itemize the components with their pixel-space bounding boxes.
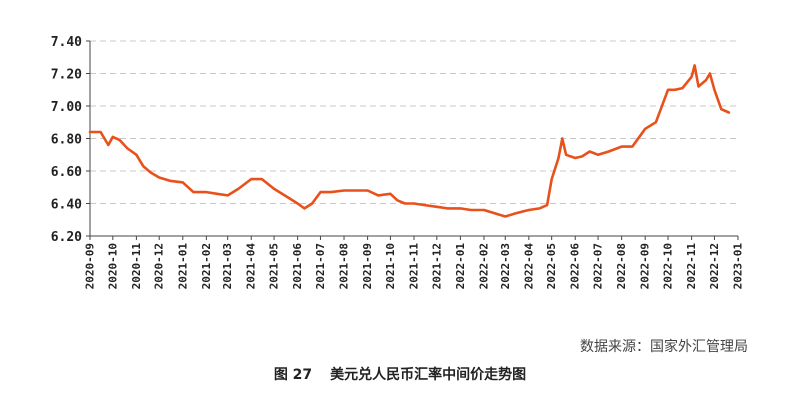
x-tick-label: 2020-10 <box>106 243 119 289</box>
x-tick-label: 2021-10 <box>384 243 397 289</box>
x-tick-label: 2022-12 <box>708 243 721 289</box>
series-line <box>88 64 731 218</box>
figure-title: 美元兑人民币汇率中间价走势图 <box>330 367 527 383</box>
x-tick-label: 2021-07 <box>314 243 327 289</box>
y-tick-label: 7.40 <box>51 35 82 50</box>
x-tick-label: 2021-09 <box>361 243 374 289</box>
x-tick-label: 2023-01 <box>732 243 745 290</box>
y-tick-label: 6.40 <box>51 198 82 213</box>
y-tick-label: 6.20 <box>51 230 82 245</box>
grid-lines <box>90 40 738 204</box>
y-tick-label: 7.00 <box>51 100 82 115</box>
x-tick-label: 2022-03 <box>499 243 512 289</box>
x-tick-label: 2020-11 <box>130 243 143 290</box>
data-source-note: 数据来源：国家外汇管理局 <box>580 339 748 355</box>
x-tick-label: 2020-09 <box>84 243 97 289</box>
x-tick-label: 2020-12 <box>153 243 166 289</box>
y-tick-label: 7.20 <box>51 68 82 83</box>
x-tick-label: 2021-06 <box>291 243 304 290</box>
x-tick-label: 2022-08 <box>615 243 628 289</box>
x-tick-label: 2021-12 <box>430 243 443 289</box>
y-tick-label: 6.80 <box>51 133 82 148</box>
x-tick-label: 2022-04 <box>522 243 535 290</box>
figure-number: 图 27 <box>273 367 313 383</box>
line-chart: 7.407.207.006.806.606.406.20 2020-09 2020… <box>51 35 745 290</box>
series-layer <box>88 64 731 218</box>
x-axis: 2020-09 2020-10 2020-11 2020-12 2021-01 2021-… <box>84 235 745 290</box>
x-tick-label: 2022-07 <box>592 243 605 289</box>
x-tick-label: 2021-01 <box>176 243 189 290</box>
x-tick-label: 2021-04 <box>245 243 258 290</box>
x-tick-label: 2021-08 <box>338 243 351 289</box>
x-tick-label: 2022-05 <box>545 243 558 289</box>
x-tick-label: 2021-11 <box>408 243 421 290</box>
y-tick-label: 6.60 <box>51 165 82 180</box>
x-tick-label: 2021-05 <box>268 243 281 289</box>
x-tick-label: 2021-02 <box>200 243 213 289</box>
x-tick-label: 2022-01 <box>454 243 467 290</box>
x-tick-label: 2022-06 <box>569 243 582 290</box>
y-axis: 7.40 7.20 7.00 6.80 6.60 6.40 6.20 <box>51 35 91 245</box>
figure-caption: 图 27 美元兑人民币汇率中间价走势图 <box>0 364 800 384</box>
x-tick-label: 2022-02 <box>477 243 490 289</box>
x-tick-label: 2021-03 <box>221 243 234 289</box>
x-tick-label: 2022-11 <box>685 243 698 290</box>
x-tick-label: 2022-10 <box>662 243 675 289</box>
x-tick-label: 2022-09 <box>639 243 652 289</box>
